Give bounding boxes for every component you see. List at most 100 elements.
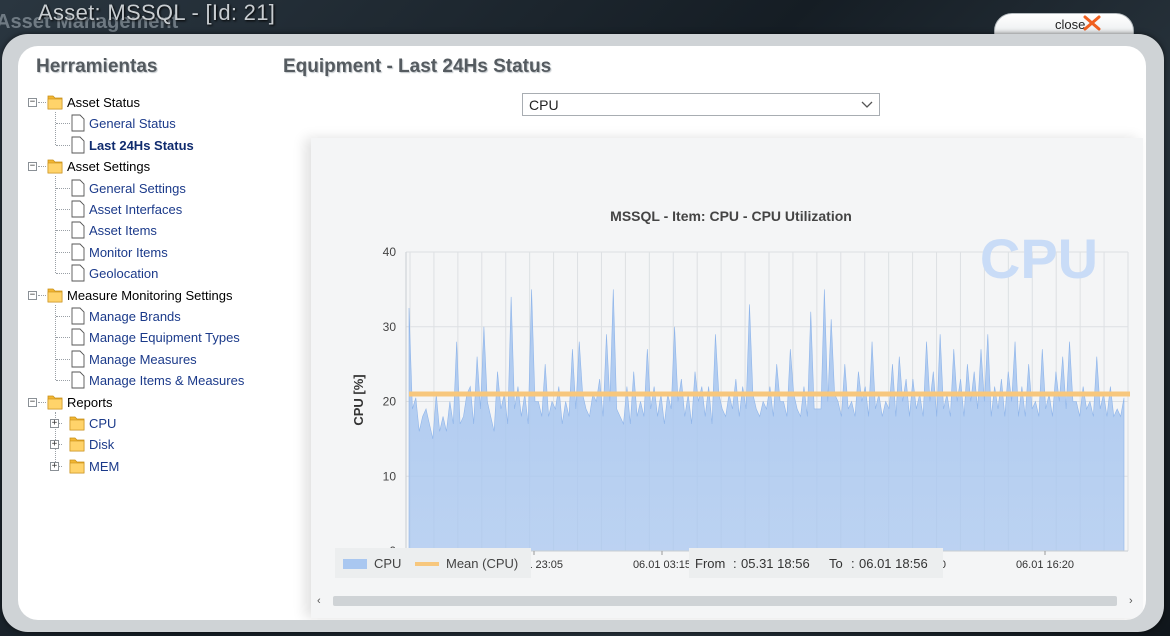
tree-group-2[interactable]: − Measure Monitoring Settings bbox=[28, 285, 288, 306]
tree-item[interactable]: General Status bbox=[28, 113, 288, 134]
range-from-label: From bbox=[695, 556, 726, 571]
time-range: From : 05.31 18:56 To : 06.01 18:56 bbox=[689, 548, 943, 578]
legend-label-cpu: CPU bbox=[374, 556, 402, 571]
page-icon bbox=[71, 264, 85, 282]
tree-item-label: General Status bbox=[89, 116, 176, 132]
tree-item-label: Last 24Hs Status bbox=[89, 137, 194, 153]
chart-title: MSSQL - Item: CPU - CPU Utilization bbox=[610, 208, 852, 224]
x-tick-label: 06.01 03:15 bbox=[633, 559, 691, 571]
range-to-label: To bbox=[829, 556, 843, 571]
cpu-chart: 010203040MSSQL - Item: CPU - CPU Utiliza… bbox=[351, 208, 1130, 571]
tree-item[interactable]: Manage Items & Measures bbox=[28, 370, 288, 391]
folder-icon bbox=[47, 159, 63, 174]
tree-group-label: Asset Settings bbox=[67, 159, 151, 175]
tree-item-label: Manage Brands bbox=[89, 309, 181, 324]
page-icon bbox=[71, 350, 85, 368]
tree-item-label: Asset Interfaces bbox=[89, 202, 183, 217]
folder-icon bbox=[69, 416, 85, 431]
close-icon[interactable] bbox=[1082, 13, 1102, 33]
tree-item[interactable]: + MEM bbox=[28, 456, 288, 477]
range-from-colon: : bbox=[733, 556, 737, 571]
legend-swatch-cpu bbox=[343, 559, 367, 569]
y-tick-label: 20 bbox=[383, 395, 397, 409]
x-tick-label: 06.01 16:20 bbox=[1016, 559, 1074, 571]
tree-item-label: Disk bbox=[89, 437, 115, 453]
collapse-toggle-icon[interactable]: − bbox=[28, 396, 37, 407]
tree-item[interactable]: Asset Items bbox=[28, 220, 288, 241]
range-to-value: 06.01 18:56 bbox=[859, 556, 928, 571]
collapse-toggle-icon[interactable]: − bbox=[28, 289, 37, 300]
sidebar-heading: Herramientas bbox=[36, 56, 158, 77]
expand-toggle-icon[interactable]: + bbox=[50, 460, 59, 471]
tree-item[interactable]: Manage Brands bbox=[28, 306, 288, 327]
tree-group-label: Asset Status bbox=[67, 95, 140, 110]
page-icon bbox=[71, 136, 85, 154]
tree-item[interactable]: + Disk bbox=[28, 434, 288, 455]
page-icon bbox=[71, 114, 85, 132]
tree-group-label: Measure Monitoring Settings bbox=[67, 287, 233, 303]
tree-item-label: General Settings bbox=[89, 180, 186, 196]
folder-icon bbox=[69, 459, 85, 474]
collapse-toggle-icon[interactable]: − bbox=[28, 161, 37, 172]
tree-item-label: Asset Items bbox=[89, 223, 157, 239]
range-from-value: 05.31 18:56 bbox=[741, 556, 810, 571]
folder-icon bbox=[69, 437, 85, 452]
close-label[interactable]: close bbox=[1055, 17, 1086, 32]
page-icon bbox=[71, 328, 85, 346]
tree-item-label: MEM bbox=[89, 458, 120, 474]
y-tick-label: 40 bbox=[383, 245, 397, 259]
page-icon bbox=[71, 179, 85, 197]
window-title: Asset: MSSQL - [Id: 21] bbox=[38, 0, 276, 25]
collapse-toggle-icon[interactable]: − bbox=[28, 97, 37, 107]
page-icon bbox=[71, 307, 85, 325]
range-to-colon: : bbox=[851, 556, 855, 571]
tools-tree: − Asset Status General Status Last 24Hs … bbox=[28, 92, 288, 492]
modal-body: Herramientas Equipment - Last 24Hs Statu… bbox=[18, 46, 1146, 620]
folder-icon bbox=[47, 395, 63, 409]
tree-item-label: Manage Items & Measures bbox=[89, 373, 245, 389]
tree-group-1[interactable]: − Asset Settings bbox=[28, 156, 288, 177]
legend-swatches bbox=[343, 559, 439, 569]
scroll-left-icon[interactable]: ‹ bbox=[317, 595, 321, 607]
background-app-title: Asset Management bbox=[0, 11, 179, 33]
tree-group-0[interactable]: − Asset Status bbox=[28, 92, 288, 113]
tree-item[interactable]: Asset Interfaces bbox=[28, 199, 288, 220]
page-icon bbox=[71, 221, 85, 239]
tree-item[interactable]: Monitor Items bbox=[28, 242, 288, 263]
chart-panel: 010203040MSSQL - Item: CPU - CPU Utiliza… bbox=[311, 138, 1143, 618]
metric-select-value: CPU bbox=[529, 97, 559, 113]
y-tick-label: 10 bbox=[383, 469, 397, 483]
y-tick-label: 30 bbox=[383, 320, 397, 334]
tree-item-label: Manage Equipment Types bbox=[89, 330, 240, 346]
tree-item-label: Manage Measures bbox=[89, 351, 197, 367]
tree-item[interactable]: Manage Measures bbox=[28, 349, 288, 370]
tree-group-3[interactable]: − Reports bbox=[28, 392, 288, 413]
chart-legend: CPU Mean (CPU) bbox=[335, 548, 531, 578]
tree-item-label: Geolocation bbox=[89, 266, 159, 282]
chart-watermark: CPU bbox=[980, 227, 1098, 290]
modal-frame: Herramientas Equipment - Last 24Hs Statu… bbox=[2, 34, 1164, 632]
folder-icon bbox=[47, 288, 63, 302]
page-icon bbox=[71, 243, 85, 261]
page-icon bbox=[71, 200, 85, 218]
expand-toggle-icon[interactable]: + bbox=[50, 418, 59, 428]
scroll-track[interactable] bbox=[333, 596, 1117, 606]
page-icon bbox=[71, 371, 85, 389]
metric-select[interactable]: CPU bbox=[522, 93, 880, 116]
tree-item[interactable]: General Settings bbox=[28, 178, 288, 199]
horizontal-scrollbar[interactable]: ‹ › bbox=[311, 593, 1143, 609]
chevron-down-icon bbox=[861, 101, 873, 108]
page-title: Equipment - Last 24Hs Status bbox=[283, 56, 552, 77]
scroll-right-icon[interactable]: › bbox=[1129, 595, 1133, 607]
tree-item[interactable]: Last 24Hs Status bbox=[28, 135, 288, 156]
y-axis-label: CPU [%] bbox=[351, 374, 366, 425]
tree-item-label: CPU bbox=[89, 416, 117, 431]
tree-item[interactable]: Manage Equipment Types bbox=[28, 327, 288, 348]
expand-toggle-icon[interactable]: + bbox=[50, 439, 59, 450]
tree-item-label: Monitor Items bbox=[89, 244, 168, 260]
folder-icon bbox=[47, 95, 63, 110]
legend-label-mean: Mean (CPU) bbox=[446, 556, 519, 571]
tree-group-label: Reports bbox=[67, 394, 113, 410]
tree-item[interactable]: Geolocation bbox=[28, 263, 288, 284]
tree-item[interactable]: + CPU bbox=[28, 413, 288, 434]
